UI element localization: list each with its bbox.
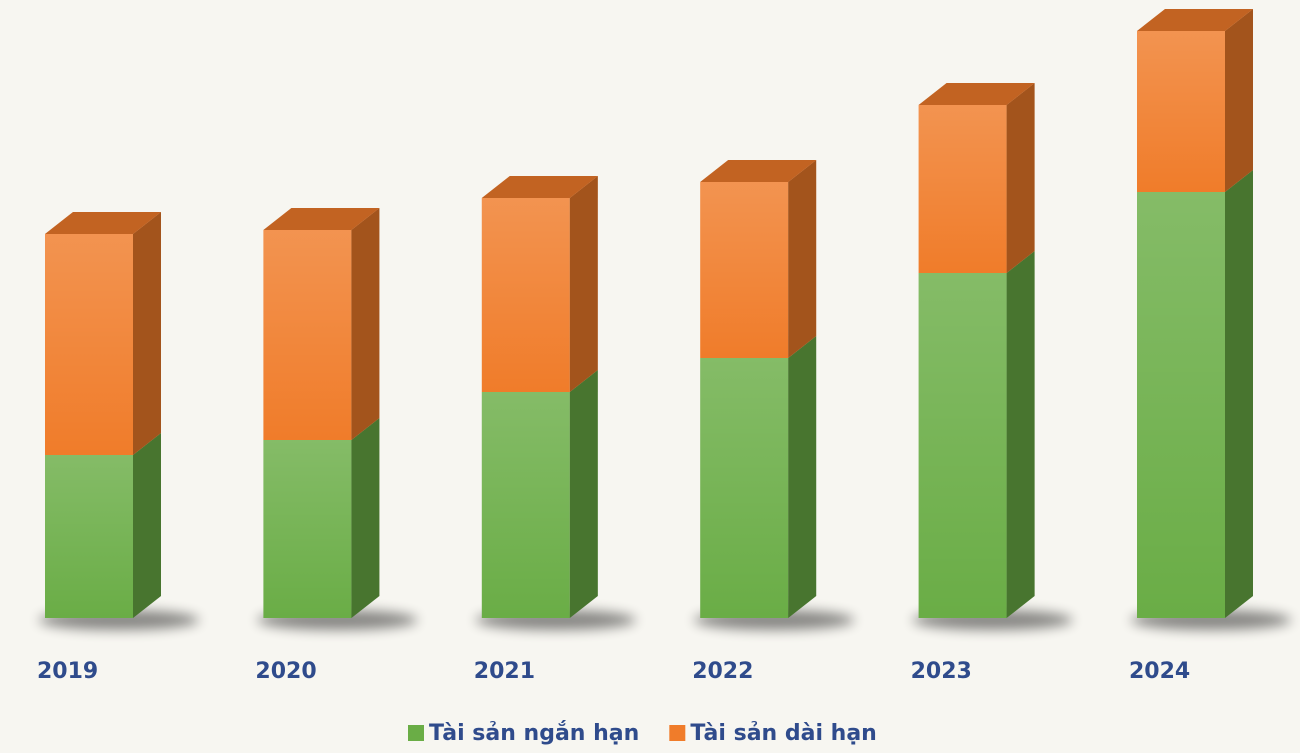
legend-swatch [408,725,424,741]
bar-side-shade [1225,9,1253,192]
bar-segment [1137,170,1253,618]
legend: Tài sản ngắn hạn Tài sản dài hạn [408,720,877,746]
bar-top [45,212,161,234]
bar-side-shade [351,418,380,618]
bar-side-shade [351,208,380,440]
bar-shine [45,455,133,618]
legend-label: Tài sản ngắn hạn [429,720,639,746]
bar-segment [263,418,380,618]
bar-side-shade [1225,170,1253,618]
bar-top-shade [481,176,598,198]
x-tick-label: 2022 [692,659,753,684]
bar-side [1225,9,1253,192]
bar-shine [700,358,789,618]
bar-segment [45,433,161,618]
x-tick-label: 2024 [1129,659,1190,684]
x-tick-label: 2020 [255,659,316,684]
bar-side [351,418,380,618]
bar-shine [918,273,1007,618]
x-tick-label: 2023 [911,659,972,684]
bar-side [788,336,817,618]
bar-segment [481,370,598,618]
bar-segment [700,160,817,358]
bar-side-shade [133,433,161,618]
bar-top-shade [918,83,1035,105]
bar-shine [918,105,1007,273]
bar-side [569,176,598,392]
bar-side-shade [569,370,598,618]
bar-shine [700,182,789,358]
legend-swatch [669,725,686,741]
bar-shine [263,230,352,440]
bar-shine [1137,31,1225,192]
bar-segment [481,176,598,392]
bar-side-shade [133,212,161,455]
x-tick-label: 2019 [37,659,98,684]
bar-segment [918,251,1035,618]
legend-label: Tài sản dài hạn [690,721,877,746]
bar-shine [45,234,133,455]
bar-shine [263,440,352,618]
bar-side [133,212,161,455]
bar-side [1225,170,1253,618]
bar-side-shade [569,176,598,392]
bar-top [263,208,380,230]
bar-top-shade [1137,9,1253,31]
bar-segment [918,83,1035,273]
bar-side-shade [1006,83,1035,273]
bar-top [1137,9,1253,31]
bar-side [1006,251,1035,618]
bar-side [351,208,380,440]
bar-top [700,160,817,182]
bar-top-shade [700,160,817,182]
bar-top-shade [263,208,380,230]
bar-side [133,433,161,618]
bar-side [569,370,598,618]
bar-side [788,160,817,358]
bar-top [918,83,1035,105]
bar-side [1006,83,1035,273]
bar-segment [700,336,817,618]
bar-shine [1137,192,1225,618]
bar-side-shade [1006,251,1035,618]
bar-shine [481,198,570,392]
bar-segment [1137,9,1253,192]
bar-top-shade [45,212,161,234]
bar-top [481,176,598,198]
bar-shine [481,392,570,618]
bar-segment [45,212,161,455]
bar-side-shade [788,160,817,358]
bar-side-shade [788,336,817,618]
x-tick-label: 2021 [474,659,535,684]
bar-segment [263,208,380,440]
